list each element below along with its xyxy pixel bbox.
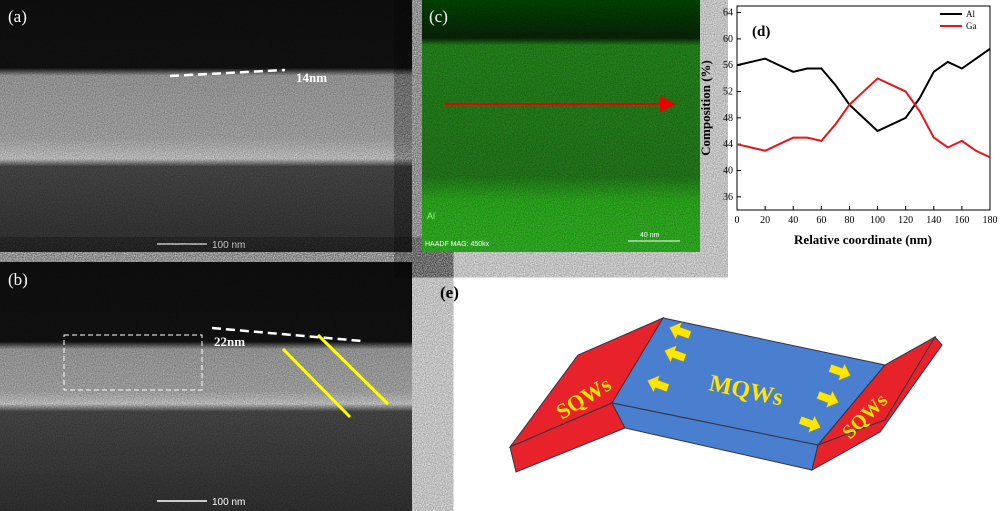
y-tick-label: 44 <box>723 139 733 150</box>
element: Al <box>427 211 435 221</box>
x-tick-label: 80 <box>844 215 854 226</box>
legend-label: Ga <box>966 21 977 31</box>
y-tick-label: 52 <box>723 87 733 98</box>
x-axis-label: Relative coordinate (nm) <box>794 232 932 247</box>
y-tick-label: 64 <box>723 8 733 19</box>
panel-label: (b) <box>8 270 28 289</box>
chart-title: (d) <box>752 24 770 40</box>
panel-e: (e) SQWs MQWs SQWs <box>440 283 943 473</box>
legend-label: Al <box>966 9 975 19</box>
scale-text: 100 nm <box>212 497 245 508</box>
plot-frame <box>736 5 991 211</box>
y-tick-label: 40 <box>723 166 733 177</box>
panel-label: (c) <box>429 7 448 26</box>
x-tick-label: 180 <box>983 215 998 226</box>
panel-b: (b) 22nm 100 nm <box>0 262 412 511</box>
thickness: 22nm <box>214 334 245 349</box>
dash <box>211 326 363 343</box>
sqw-right-side <box>811 336 943 471</box>
x-tick-label: 100 <box>870 215 885 226</box>
x-tick-label: 60 <box>816 215 826 226</box>
x-tick-label: 140 <box>926 215 941 226</box>
scale-text: 40 nm <box>640 232 660 239</box>
y-tick-label: 60 <box>723 34 733 45</box>
x-tick-label: 0 <box>735 215 740 226</box>
panel-label: (e) <box>440 283 459 302</box>
series-line <box>736 47 991 133</box>
x-tick-label: 160 <box>954 215 969 226</box>
y-tick-label: 48 <box>723 113 733 124</box>
dash <box>169 68 286 78</box>
line <box>281 347 352 419</box>
x-tick-label: 20 <box>760 215 770 226</box>
panel-label: (a) <box>8 7 27 26</box>
y-tick-label: 36 <box>723 192 733 203</box>
image-noise <box>0 262 412 511</box>
scale-text: 100 nm <box>212 240 245 251</box>
panel-c: (c) Al HAADF MAG: 450kx 40 nm <box>422 0 700 252</box>
panel-d: (d) Relative coordinate (nm) Composition… <box>698 5 998 247</box>
arrows <box>646 321 852 434</box>
box <box>63 334 203 391</box>
x-tick-label: 120 <box>898 215 913 226</box>
y-tick-label: 56 <box>723 60 733 71</box>
panel-a: (a) 14nm 100 nm <box>0 0 412 252</box>
y-axis-label: Composition (%) <box>698 60 713 156</box>
info: HAADF MAG: 450kx <box>425 241 490 248</box>
image-noise <box>422 0 700 252</box>
line <box>316 333 390 406</box>
series-line <box>736 77 991 159</box>
image-noise <box>0 0 412 252</box>
x-tick-label: 40 <box>788 215 798 226</box>
thickness: 14nm <box>296 70 327 85</box>
